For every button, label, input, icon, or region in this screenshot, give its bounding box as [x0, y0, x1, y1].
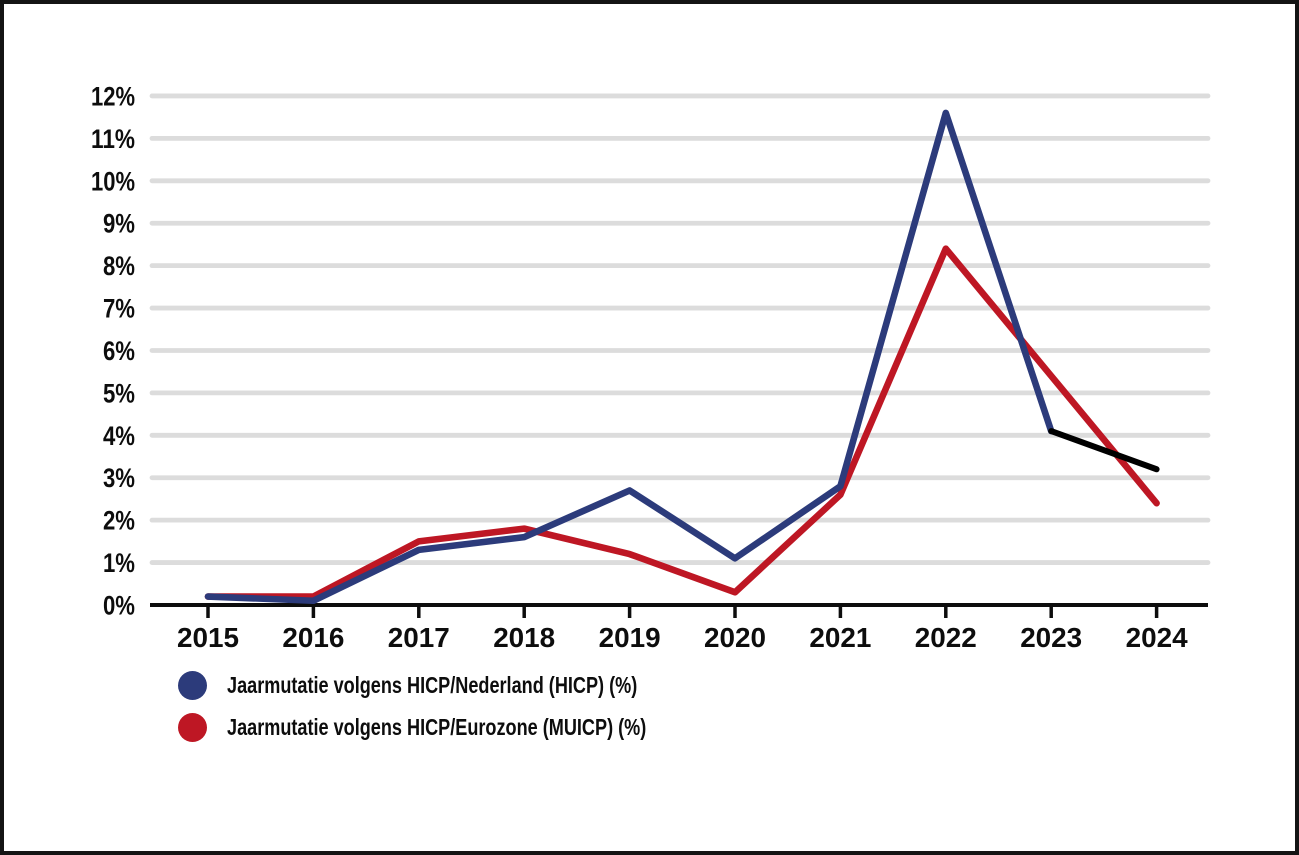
x-axis-label: 2022	[915, 622, 977, 653]
eurozone-series-swatch-icon	[178, 713, 207, 742]
chart-legend: Jaarmutatie volgens HICP/Nederland (HICP…	[178, 671, 772, 742]
series-line-nederland	[204, 109, 1055, 605]
y-axis-label: 10%	[91, 166, 135, 196]
y-axis-label: 2%	[103, 506, 135, 536]
legend-label-eurozone: Jaarmutatie volgens HICP/Eurozone (MUICP…	[227, 714, 647, 740]
x-axis-label: 2023	[1020, 622, 1082, 653]
y-axis-label: 11%	[91, 124, 135, 154]
y-axis-label: 12%	[91, 81, 135, 111]
y-axis-label: 5%	[103, 378, 135, 408]
forecast-segment	[1048, 428, 1160, 473]
x-axis-label: 2020	[704, 622, 766, 653]
legend-item-nederland: Jaarmutatie volgens HICP/Nederland (HICP…	[178, 671, 772, 700]
legend-item-eurozone: Jaarmutatie volgens HICP/Eurozone (MUICP…	[178, 713, 772, 742]
y-axis-label: 7%	[103, 294, 135, 324]
x-axis-label: 2015	[177, 622, 239, 653]
legend-label-nederland: Jaarmutatie volgens HICP/Nederland (HICP…	[227, 672, 638, 698]
y-axis-label: 4%	[103, 421, 135, 451]
x-axis-label: 2018	[493, 622, 555, 653]
y-axis-label: 1%	[103, 548, 135, 578]
y-axis-label: 8%	[103, 251, 135, 281]
y-axis-label: 6%	[103, 336, 135, 366]
x-axis-label: 2024	[1126, 622, 1188, 653]
x-axis-label: 2019	[599, 622, 661, 653]
x-axis-label: 2021	[809, 622, 871, 653]
nederland-series-swatch-icon	[178, 671, 207, 700]
x-axis-label: 2016	[282, 622, 344, 653]
y-axis-label: 9%	[103, 209, 135, 239]
x-axis-label: 2017	[388, 622, 450, 653]
y-axis-label: 0%	[103, 591, 135, 621]
y-axis-label: 3%	[103, 463, 135, 493]
series-line-eurozone	[204, 245, 1160, 600]
